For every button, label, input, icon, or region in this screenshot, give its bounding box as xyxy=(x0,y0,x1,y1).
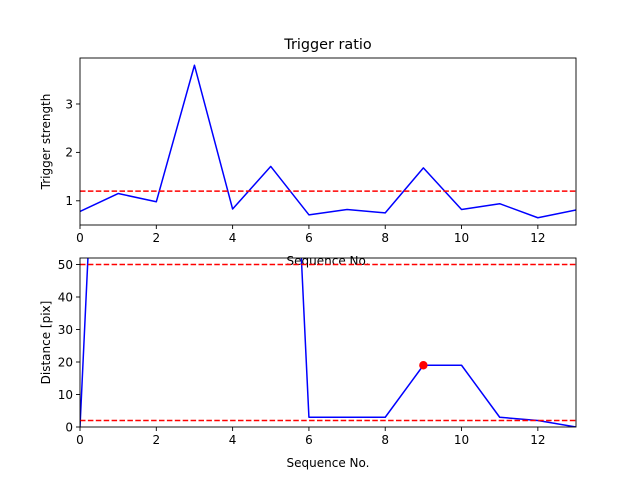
x-axis-label-1: Sequence No. xyxy=(287,254,370,268)
x-tick-label-1-0: 0 xyxy=(76,231,84,245)
axes-frame-1 xyxy=(79,57,577,226)
x-tick-label-1-12: 12 xyxy=(530,231,545,245)
x-tick-label-2-4: 4 xyxy=(229,433,237,447)
x-tick-label-2-0: 0 xyxy=(76,433,84,447)
y-tick-label-1-3: 3 xyxy=(65,97,73,111)
x-tick-label-1-4: 4 xyxy=(229,231,237,245)
x-tick-label-2-6: 6 xyxy=(305,433,313,447)
x-tick-label-2-12: 12 xyxy=(530,433,545,447)
y-axis-label-2: Distance [pix] xyxy=(39,301,53,385)
y-tick-label-2-50: 50 xyxy=(58,258,73,272)
x-tick-label-1-6: 6 xyxy=(305,231,313,245)
x-tick-label-2-10: 10 xyxy=(454,433,469,447)
y-tick-label-2-30: 30 xyxy=(58,323,73,337)
y-tick-label-1-2: 2 xyxy=(65,146,73,160)
x-tick-label-2-8: 8 xyxy=(381,433,389,447)
series-line-1-1 xyxy=(80,64,576,219)
y-tick-label-2-10: 10 xyxy=(58,388,73,402)
x-axis-label-2: Sequence No. xyxy=(287,456,370,470)
chart-title-1: Trigger ratio xyxy=(283,37,372,53)
series-line-2-1 xyxy=(80,258,576,427)
axes-frame-2 xyxy=(79,257,577,428)
marker-2-1 xyxy=(419,361,428,370)
subplot-2: 0 2 4 6 8 10 12 0 10 20 30 40 50 Sequence No. Distance… xyxy=(39,257,577,470)
x-tick-label-1-8: 8 xyxy=(381,231,389,245)
plot-area-1 xyxy=(80,64,576,219)
y-tick-label-2-20: 20 xyxy=(58,355,73,369)
plot-area-2 xyxy=(80,258,576,427)
x-tick-label-2-2: 2 xyxy=(152,433,160,447)
y-tick-label-2-40: 40 xyxy=(58,290,73,304)
y-axis-label-1: Trigger strength xyxy=(39,94,53,191)
x-tick-label-1-10: 10 xyxy=(454,231,469,245)
y-tick-label-2-0: 0 xyxy=(65,420,73,434)
y-tick-label-1-1: 1 xyxy=(65,194,73,208)
x-tick-label-1-2: 2 xyxy=(152,231,160,245)
